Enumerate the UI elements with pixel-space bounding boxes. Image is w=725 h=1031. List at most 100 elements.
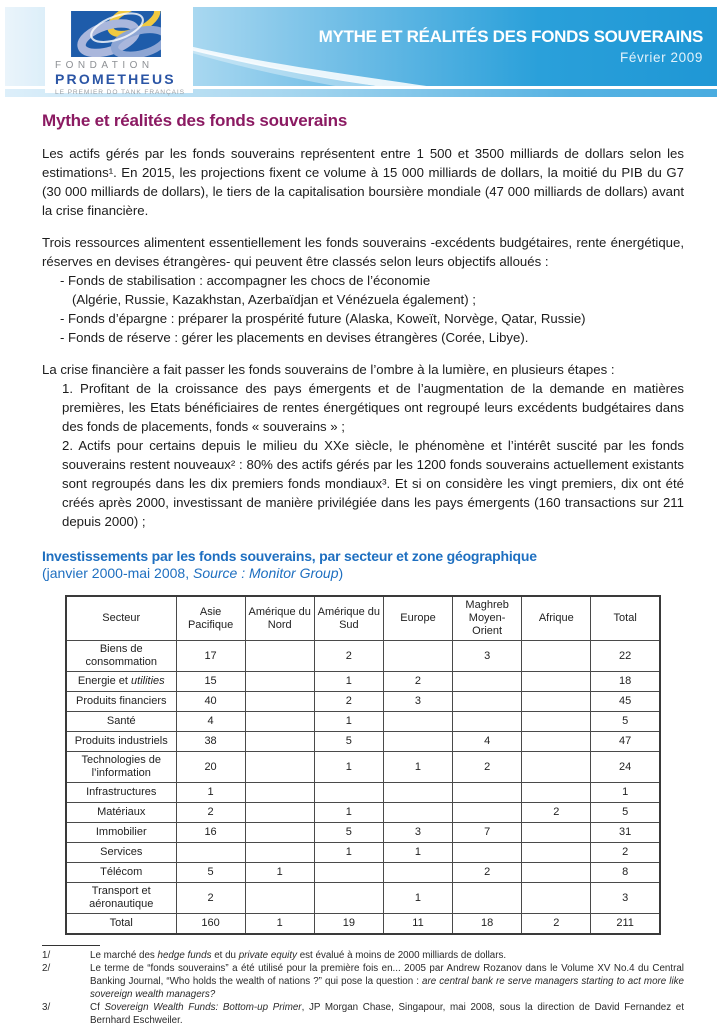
footnote-text: Cf Sovereign Wealth Funds: Bottom-up Pri… [90,1001,684,1026]
value-cell: 211 [590,913,661,934]
value-cell: 1 [313,671,384,692]
value-cell: 4 [452,731,523,752]
value-cell: 1 [382,751,454,783]
fund-type-item: - Fonds de stabilisation : accompagner l… [60,273,431,288]
value-cell: 24 [590,751,661,783]
footnote-divider [42,944,100,946]
value-cell: 17 [175,640,246,672]
table-row: Produits industriels 38 5 4 47 [65,731,661,752]
footnote-number: 3/ [42,1001,51,1013]
table-row: Immobilier 16 5 3 7 31 [65,822,661,843]
crisis-step-item: 2. Actifs pour certains depuis le milieu… [62,438,684,529]
fund-type-item: (Algérie, Russie, Kazakhstan, Azerbaïdja… [72,292,476,307]
banner-date: Février 2009 [620,50,703,65]
value-cell: 3 [382,822,454,843]
sector-label: Immobilier [65,822,177,843]
value-cell: 2 [452,751,523,783]
value-cell [452,671,523,692]
fund-type-item: - Fonds de réserve : gérer les placement… [60,330,529,345]
value-cell [452,842,523,863]
value-cell [452,882,523,914]
footnotes: 1/Le marché des hedge funds et du privat… [42,949,684,1027]
page-title: Mythe et réalités des fonds souverains [42,111,348,130]
paragraph-resources: Trois ressources alimentent essentiellem… [42,233,684,347]
document-content: Mythe et réalités des fonds souverains L… [42,111,684,583]
value-cell [382,640,454,672]
sector-label: Produits industriels [65,731,177,752]
footnote-item: 1/Le marché des hedge funds et du privat… [42,949,684,962]
value-cell [382,782,454,803]
value-cell: 15 [175,671,246,692]
sector-label: Matériaux [65,802,177,823]
value-cell [521,691,592,712]
fondation-prometheus-logo: FONDATION PROMETHEUS LE PREMIER DO TANK … [45,7,193,96]
value-cell: 5 [175,862,246,883]
value-cell [244,842,315,863]
table-column-header: Europe [382,595,454,641]
table-row: Télécom 5 1 2 8 [65,862,661,883]
value-cell: 3 [452,640,523,672]
logo-text-prometheus: PROMETHEUS [55,71,176,87]
value-cell [244,782,315,803]
value-cell [452,782,523,803]
value-cell: 1 [313,842,384,863]
sector-label: Services [65,842,177,863]
sector-label: Transport et aéronautique [65,882,177,914]
sector-label: Total [65,913,177,934]
value-cell [382,862,454,883]
value-cell: 2 [313,640,384,672]
value-cell: 1 [175,782,246,803]
value-cell: 2 [175,882,246,914]
value-cell [244,691,315,712]
footnote-item: 2/Le terme de “fonds souverains” a été u… [42,962,684,1001]
sector-label: Energie et utilities [65,671,177,692]
table-column-header: Asie Pacifique [175,595,246,641]
value-cell [244,711,315,732]
sector-label: Infrastructures [65,782,177,803]
value-cell: 1 [313,711,384,732]
table-header-row: Secteur Asie Pacifique Amérique du Nord Amé… [65,595,661,641]
table-subtitle: (janvier 2000-mai 2008, Source : Monitor… [42,565,344,581]
value-cell [521,882,592,914]
value-cell: 8 [590,862,661,883]
logo-rings-icon [71,11,161,57]
value-cell: 3 [590,882,661,914]
banner-titles: MYTHE ET RÉALITÉS DES FONDS SOUVERAINS F… [319,27,704,65]
value-cell [452,711,523,732]
table-column-header: Secteur [65,595,177,641]
sector-label: Technologies de l’information [65,751,177,783]
value-cell: 5 [590,802,661,823]
value-cell: 1 [382,882,454,914]
value-cell [382,731,454,752]
table-row: Technologies de l’information 20 1 1 2 24 [65,751,661,783]
footnote-number: 2/ [42,962,51,974]
table-section-heading: Investissements par les fonds souverains… [42,548,537,564]
value-cell: 2 [382,671,454,692]
value-cell: 2 [521,802,592,823]
value-cell [521,711,592,732]
sector-label: Produits financiers [65,691,177,712]
value-cell: 4 [175,711,246,732]
logo-tagline: LE PREMIER DO TANK FRANÇAIS [55,89,185,96]
value-cell: 22 [590,640,661,672]
value-cell: 19 [313,913,384,934]
value-cell: 160 [175,913,246,934]
crisis-steps-list: 1. Profitant de la croissance des pays é… [42,379,684,531]
value-cell [521,671,592,692]
value-cell [521,842,592,863]
sector-label: Biens de consommation [65,640,177,672]
value-cell [244,802,315,823]
sector-label: Santé [65,711,177,732]
value-cell: 5 [590,711,661,732]
banner-bottom-strip [5,89,717,97]
value-cell: 1 [590,782,661,803]
value-cell [521,731,592,752]
value-cell: 1 [244,862,315,883]
value-cell: 1 [313,802,384,823]
paragraph-assets: Les actifs gérés par les fonds souverain… [42,146,684,218]
value-cell [244,731,315,752]
value-cell [452,691,523,712]
value-cell: 1 [382,842,454,863]
value-cell [521,640,592,672]
footnote-text: Le terme de “fonds souverains” a été uti… [90,962,684,1000]
